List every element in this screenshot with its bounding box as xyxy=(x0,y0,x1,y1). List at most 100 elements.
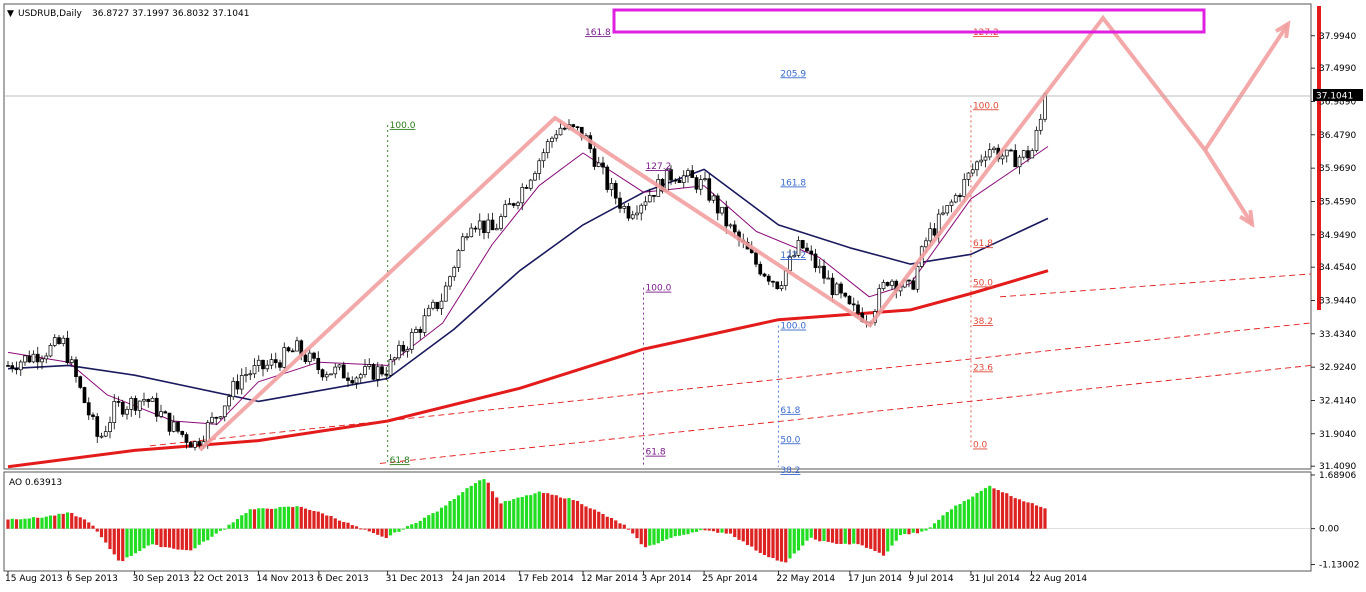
ao-bar xyxy=(588,508,592,529)
candle-body xyxy=(554,134,559,139)
candle-body xyxy=(239,375,244,390)
ao-bar xyxy=(36,517,40,529)
candle-body xyxy=(800,240,805,249)
ao-bar xyxy=(469,485,473,529)
candle-body xyxy=(163,411,168,414)
candle-body xyxy=(494,228,499,231)
ao-bar xyxy=(716,528,720,533)
fib-level-label: 205.9 xyxy=(780,69,806,79)
candle-body xyxy=(520,187,525,204)
candle-body xyxy=(384,373,389,376)
candle-body xyxy=(482,220,486,234)
ao-bar xyxy=(873,528,877,551)
candle-body xyxy=(698,179,703,190)
ao-bar xyxy=(856,528,860,545)
candle-body xyxy=(486,219,491,234)
time-tick-label: 24 Jan 2014 xyxy=(452,574,506,584)
ao-bar xyxy=(507,500,512,529)
projection-arrow xyxy=(1203,22,1290,152)
candle-body xyxy=(766,275,771,282)
ao-bar xyxy=(495,497,499,529)
time-axis: 15 Aug 2013 6 Sep 2013 30 Sep 2013 22 Oct 2… xyxy=(5,571,1087,584)
ao-bar xyxy=(648,528,652,546)
price-tick-label: 35.4590 xyxy=(1319,197,1356,207)
ao-bar xyxy=(295,506,299,529)
ao-bar xyxy=(779,528,784,562)
candle-body xyxy=(571,124,576,128)
ao-bar xyxy=(167,528,172,548)
candle-body xyxy=(205,422,210,442)
candle-body xyxy=(35,353,40,363)
candle-body xyxy=(720,206,724,214)
ao-bar xyxy=(108,528,112,550)
ao-bar xyxy=(975,492,979,529)
fib-level-label: 127.2 xyxy=(646,162,672,172)
candle-body xyxy=(388,359,393,376)
time-tick-label: 9 Jul 2014 xyxy=(908,574,953,584)
candle-body xyxy=(987,149,992,158)
ao-bar xyxy=(121,528,125,562)
ao-bar xyxy=(580,504,584,529)
fib-level-label: 50.0 xyxy=(780,435,800,445)
ao-bar xyxy=(401,528,405,530)
candle-body xyxy=(771,280,775,283)
ao-bar xyxy=(796,528,801,551)
candle-body xyxy=(150,397,155,402)
candle-body xyxy=(44,355,49,360)
candle-body xyxy=(290,350,295,353)
candle-body xyxy=(639,204,644,214)
candle-body xyxy=(1004,149,1009,157)
fib-level-label: 38.2 xyxy=(973,317,993,327)
ao-bar xyxy=(231,522,235,529)
ao-bar xyxy=(427,515,431,529)
candle-body xyxy=(516,202,520,206)
candle-body xyxy=(915,266,920,290)
candle-body xyxy=(133,398,138,411)
ao-bar xyxy=(788,528,792,559)
ao-bar xyxy=(363,528,367,530)
candle-body xyxy=(490,219,495,231)
ao-bar xyxy=(813,528,818,540)
ao-bar xyxy=(890,528,894,546)
ao-bar xyxy=(193,528,197,549)
ao-bar xyxy=(346,522,350,529)
ao-bar xyxy=(133,528,138,554)
ao-bar xyxy=(618,523,622,529)
candle-body xyxy=(958,195,962,197)
ao-bar xyxy=(422,517,427,529)
dropdown-glyph[interactable]: ▼ xyxy=(7,9,14,19)
ao-bar xyxy=(48,515,53,529)
candle-body xyxy=(99,435,104,438)
ao-bar xyxy=(677,528,682,536)
target-box[interactable] xyxy=(612,8,1206,34)
ao-bar xyxy=(461,492,465,529)
candle-body xyxy=(970,169,975,174)
price-tick-label: 36.9890 xyxy=(1319,97,1356,107)
fib-level-label: 23.6 xyxy=(973,363,993,373)
ao-bar xyxy=(584,506,588,529)
time-tick-label: 30 Sep 2013 xyxy=(133,574,190,584)
candle-body xyxy=(962,179,967,197)
ao-bar xyxy=(189,528,193,551)
candle-body xyxy=(40,358,44,363)
ao-bar xyxy=(932,523,937,529)
ao-bar xyxy=(703,528,707,531)
fib-level-label: 61.8 xyxy=(973,239,993,249)
ao-bar xyxy=(303,508,308,529)
candle-body xyxy=(528,179,533,189)
candle-body xyxy=(664,169,669,192)
candle-body xyxy=(601,162,605,168)
ao-bar xyxy=(299,506,303,529)
ao-bar xyxy=(342,521,346,529)
ao-bar xyxy=(809,528,813,538)
time-tick-label: 22 Aug 2014 xyxy=(1029,574,1087,584)
candle-body xyxy=(222,405,227,418)
candle-body xyxy=(635,212,639,216)
candle-body xyxy=(1038,118,1043,131)
ao-bar xyxy=(639,528,643,545)
ao-bar xyxy=(6,519,10,529)
ao-bar xyxy=(609,518,614,529)
ao-bar xyxy=(686,528,690,535)
candle-body xyxy=(834,283,839,296)
